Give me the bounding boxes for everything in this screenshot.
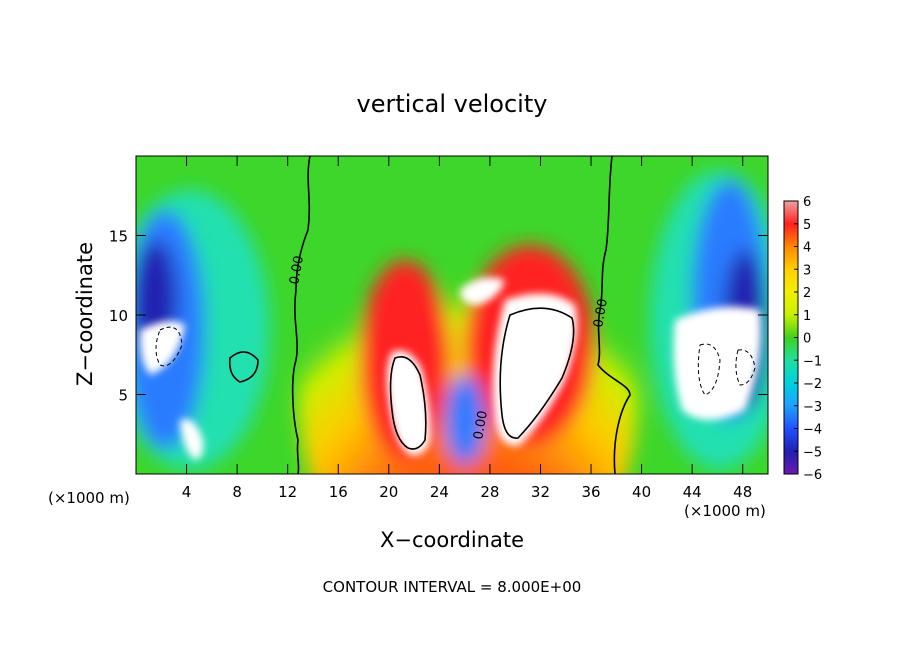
x-tick-label: 8 (232, 483, 242, 501)
colorbar-tick-label: 2 (803, 286, 811, 301)
y-axis-ticks: 5 10 15 (109, 228, 768, 405)
center-blue-gap (445, 375, 485, 465)
x-unit-left: (×1000 m) (48, 489, 130, 507)
colorbar-segment (784, 383, 798, 407)
updraft-core-right (492, 293, 578, 446)
colorbar-tick-label: −1 (803, 354, 822, 369)
x-tick-label: 28 (480, 483, 499, 501)
colorbar-segment (784, 223, 798, 247)
updraft-contour-left (389, 356, 427, 450)
y-tick-label: 10 (109, 307, 128, 325)
colorbar-tick-label: 3 (803, 263, 811, 278)
colorbar-tick-label: −4 (803, 423, 822, 438)
x-tick-label: 40 (632, 483, 651, 501)
zero-contour-left (291, 156, 311, 474)
colorbar-tick-label: −2 (803, 377, 822, 392)
colorbar-segment (784, 428, 798, 452)
zero-contour-label: 0.00 (591, 298, 611, 329)
x-tick-label: 16 (329, 483, 348, 501)
x-tick-label: 48 (733, 483, 752, 501)
contour-interval-note: CONTOUR INTERVAL = 8.000E+00 (323, 578, 582, 596)
x-unit-right: (×1000 m) (684, 502, 766, 520)
x-axis-label: X−coordinate (380, 528, 524, 552)
zero-contour-right (597, 156, 631, 474)
colorbar-tick-label: 4 (803, 241, 811, 256)
downdraft-contour-left (155, 326, 183, 367)
colorbar-segment (784, 292, 798, 316)
x-tick-label: 12 (278, 483, 297, 501)
lower-left-white (180, 419, 204, 460)
colorbar-segment (784, 246, 798, 270)
x-tick-label: 24 (430, 483, 449, 501)
colorbar-segment (784, 360, 798, 384)
x-axis-ticks: 4 8 12 16 20 24 28 32 36 40 44 48 (182, 156, 752, 501)
colorbar-tick-label: 0 (803, 332, 811, 347)
colorbar-tick-label: −3 (803, 400, 822, 415)
updraft-cap (460, 277, 505, 305)
colorbar-segment (784, 405, 798, 429)
left-white-patch (139, 321, 185, 375)
colorbar-segment (784, 314, 798, 338)
x-tick-label: 32 (531, 483, 550, 501)
bump-contour (228, 351, 259, 383)
zero-contour-label: 0.00 (471, 410, 491, 441)
colorbar-segment (784, 201, 798, 225)
heatmap-field (136, 156, 768, 474)
updraft-contour-right (499, 307, 575, 439)
y-tick-label: 15 (109, 228, 128, 246)
x-tick-label: 20 (379, 483, 398, 501)
colorbar-tick-label: 1 (803, 309, 811, 324)
colorbar-tick-label: 6 (803, 195, 811, 210)
colorbar-segment (784, 337, 798, 361)
colorbar-tick-label: 5 (803, 218, 811, 233)
colorbar-segment (784, 269, 798, 293)
y-tick-label: 5 (118, 387, 128, 405)
x-tick-label: 44 (683, 483, 702, 501)
chart-title: vertical velocity (357, 90, 548, 118)
y-axis-label: Z−coordinate (73, 242, 97, 386)
downdraft-contour-right2 (735, 349, 756, 386)
x-tick-label: 36 (581, 483, 600, 501)
colorbar: 6 5 4 3 2 1 0 −1 −2 −3 −4 −5 −6 (783, 195, 822, 483)
updraft-core-left (386, 350, 431, 456)
x-tick-label: 4 (182, 483, 192, 501)
colorbar-tick-label: −6 (803, 468, 822, 483)
colorbar-tick-label: −5 (803, 445, 822, 460)
colorbar-segment (784, 451, 798, 475)
zero-contour-label: 0.00 (287, 255, 307, 286)
zero-contour-label-group: 0.00 0.00 0.00 (287, 255, 611, 441)
right-white-patch (673, 306, 761, 420)
